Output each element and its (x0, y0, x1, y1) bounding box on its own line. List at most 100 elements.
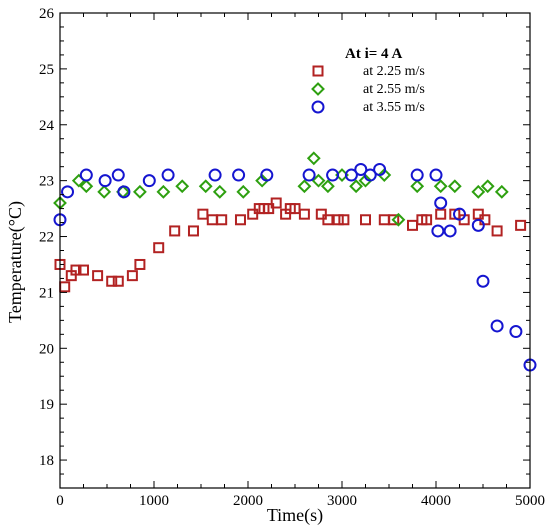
data-point-square (134, 258, 146, 270)
series-square (54, 197, 527, 293)
data-point-square (59, 281, 71, 293)
data-point-diamond (311, 173, 326, 188)
data-point-circle (111, 168, 125, 182)
plot-frame (59, 12, 531, 489)
data-point-diamond (349, 179, 364, 194)
x-tick-label: 1000 (139, 493, 169, 509)
data-point-diamond (297, 179, 312, 194)
data-point-circle (434, 196, 448, 210)
data-point-circle (476, 274, 490, 288)
data-point-circle (429, 168, 443, 182)
data-point-circle (79, 168, 93, 182)
y-tick-label: 18 (39, 453, 54, 469)
data-point-diamond (79, 179, 94, 194)
data-point-circle (142, 174, 156, 188)
series-diamond (53, 151, 509, 227)
data-point-square (234, 214, 246, 226)
data-point-circle (232, 168, 246, 182)
data-point-square (270, 197, 282, 209)
data-point-square (338, 214, 350, 226)
data-point-square (449, 208, 461, 220)
data-point-diamond (377, 168, 392, 182)
y-tick-label: 26 (39, 6, 55, 22)
data-point-square (298, 208, 310, 220)
data-point-diamond (97, 184, 112, 199)
legend-marker-square (312, 65, 324, 77)
legend-label: at 2.25 m/s (363, 64, 425, 79)
data-point-circle (302, 168, 316, 182)
x-tick-label: 4000 (421, 493, 451, 509)
data-point-square (388, 214, 400, 226)
y-tick-label: 21 (39, 285, 54, 301)
data-point-diamond (447, 179, 462, 194)
data-point-square (70, 264, 82, 276)
data-point-circle (326, 168, 340, 182)
data-point-circle (490, 319, 504, 333)
data-point-diamond (410, 179, 425, 194)
data-point-circle (453, 207, 466, 221)
data-point-square (360, 214, 371, 226)
data-point-circle (344, 168, 358, 182)
data-point-square (332, 214, 344, 226)
data-point-diamond (236, 184, 251, 199)
legend: At i= 4 A at 2.25 m/s at 2.55 m/s at 3.55 … (311, 46, 425, 115)
data-point-square (435, 208, 447, 220)
series-circle (53, 162, 537, 372)
data-point-diamond (480, 179, 495, 194)
data-point-circle (431, 224, 445, 238)
data-point-circle (260, 168, 274, 182)
data-point-circle (373, 162, 387, 176)
y-tick-label: 19 (39, 397, 54, 413)
data-point-diamond (306, 151, 321, 166)
data-point-square (78, 264, 89, 276)
legend-title: At i= 4 A (345, 46, 402, 62)
data-point-diamond (433, 179, 448, 194)
data-point-diamond (255, 173, 270, 188)
data-point-circle (410, 168, 424, 182)
data-point-circle (117, 185, 131, 199)
data-point-diamond (212, 184, 227, 199)
data-point-circle (363, 168, 377, 182)
data-point-square (479, 214, 491, 226)
data-point-diamond (156, 184, 171, 199)
data-point-circle (161, 168, 175, 182)
axes (59, 12, 531, 489)
data-point-square (187, 225, 199, 237)
data-point-diamond (132, 184, 147, 199)
x-tick-label: 0 (56, 493, 64, 509)
data-point-diamond (358, 173, 373, 188)
tick-labels: 0 1000 2000 3000 4000 5000 18 19 20 21 22 23 24 25 26 (39, 6, 545, 509)
x-tick-label: 5000 (515, 493, 545, 509)
data-point-diamond (391, 212, 406, 227)
data-point-square (263, 203, 275, 215)
y-tick-label: 23 (39, 174, 54, 190)
data-point-square (126, 270, 138, 282)
data-point-diamond (198, 179, 213, 194)
legend-label: at 2.55 m/s (363, 82, 425, 97)
data-point-square (407, 219, 418, 231)
data-point-square (206, 214, 218, 226)
data-point-square (378, 214, 390, 226)
data-point-square (112, 275, 124, 287)
data-point-diamond (494, 184, 509, 199)
y-tick-label: 22 (39, 230, 54, 246)
x-axis-title: Time(s) (267, 505, 323, 526)
x-tick-label: 3000 (327, 493, 357, 509)
data-point-square (322, 214, 334, 226)
data-point-square (216, 214, 228, 226)
data-point-square (247, 208, 259, 220)
data-point-square (197, 208, 209, 220)
data-point-circle (443, 224, 457, 238)
data-point-square (92, 270, 104, 282)
legend-label: at 3.55 m/s (363, 100, 425, 115)
y-tick-label: 24 (39, 118, 55, 134)
y-tick-label: 20 (39, 341, 54, 357)
data-point-diamond (471, 184, 486, 199)
data-point-circle (509, 325, 523, 339)
y-tick-label: 25 (39, 62, 54, 78)
data-point-circle (61, 185, 75, 199)
data-point-square (153, 242, 165, 254)
legend-marker-circle (311, 100, 325, 114)
x-tick-label: 2000 (233, 493, 263, 509)
